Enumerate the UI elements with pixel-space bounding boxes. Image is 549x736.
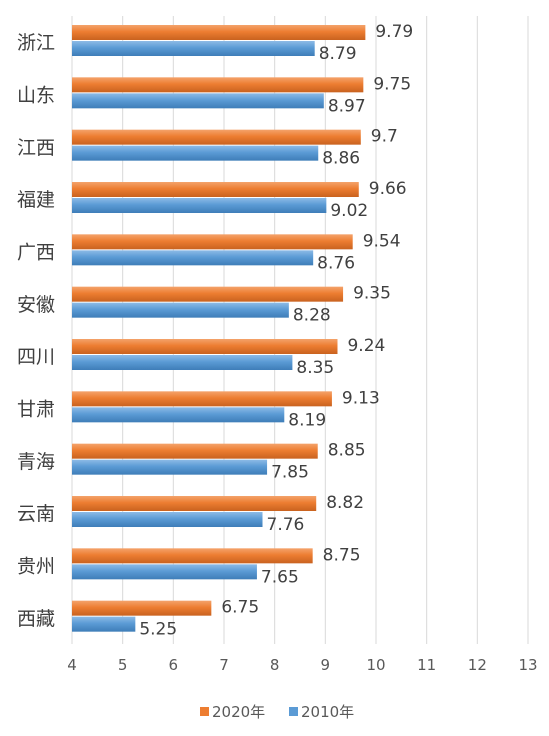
data-label: 7.65: [261, 567, 299, 587]
data-label: 9.7: [371, 127, 398, 147]
data-label: 8.19: [288, 410, 326, 430]
category-label: 四川: [17, 346, 55, 368]
data-label: 8.97: [328, 96, 366, 116]
data-label: 7.85: [271, 463, 309, 483]
x-tick-label: 7: [219, 656, 229, 674]
category-label: 广西: [17, 242, 55, 264]
bar-2020: [72, 548, 313, 564]
category-label: 福建: [17, 189, 55, 211]
category-label: 西藏: [17, 608, 55, 630]
data-label: 8.82: [326, 493, 364, 513]
data-label: 5.25: [139, 620, 177, 640]
legend-swatch: [200, 707, 209, 716]
category-label: 浙江: [17, 32, 55, 54]
bar-2020: [72, 286, 344, 302]
x-tick-label: 13: [518, 656, 537, 674]
data-label: 8.28: [293, 306, 331, 326]
legend-label: 2010年: [301, 703, 354, 721]
x-tick-label: 9: [321, 656, 331, 674]
data-label: 9.66: [369, 179, 407, 199]
data-label: 9.13: [342, 388, 380, 408]
bar-2010: [72, 41, 315, 56]
category-label: 贵州: [17, 556, 55, 578]
legend-label: 2020年: [212, 703, 265, 721]
data-label: 9.35: [353, 284, 391, 304]
bar-2010: [72, 198, 327, 213]
legend: 2020年 2010年: [200, 703, 354, 721]
data-label: 6.75: [221, 598, 259, 618]
bar-2010: [72, 564, 257, 580]
bar-2020: [72, 234, 353, 250]
bar-2010: [72, 459, 268, 475]
bar-2010: [72, 616, 136, 632]
gridlines: [71, 16, 529, 644]
data-labels: 9.79 8.79 9.75 8.979.7 8.86 9.669.02 9.54 8.76 9…: [139, 22, 413, 640]
bar-2020: [72, 77, 364, 93]
bar-2010: [72, 407, 285, 423]
bar-2020: [72, 129, 361, 145]
data-label: 7.76: [267, 515, 305, 535]
bar-2010: [72, 355, 293, 370]
category-label: 青海: [17, 451, 55, 473]
x-tick-label: 8: [270, 656, 280, 674]
bar-2020: [72, 391, 332, 407]
data-label: 9.79: [375, 22, 413, 42]
bar-2010: [72, 302, 289, 318]
data-label: 8.85: [328, 441, 366, 461]
bar-2020: [72, 600, 212, 616]
bar-2020: [72, 25, 366, 40]
bar-2010: [72, 512, 263, 527]
bars: [72, 25, 366, 632]
legend-swatch: [289, 707, 298, 716]
x-tick-label: 12: [468, 656, 487, 674]
x-tick-label: 5: [118, 656, 128, 674]
data-label: 9.54: [363, 231, 401, 251]
category-label: 安徽: [17, 294, 55, 316]
data-label: 8.75: [323, 545, 361, 565]
bar-2010: [72, 250, 314, 266]
category-label: 江西: [17, 137, 55, 159]
data-label: 9.24: [347, 336, 385, 356]
x-tick-label: 4: [67, 656, 77, 674]
bar-2020: [72, 443, 318, 459]
category-label: 云南: [17, 503, 55, 525]
bar-2020: [72, 496, 317, 511]
data-label: 8.79: [319, 44, 357, 64]
x-tick-label: 10: [366, 656, 385, 674]
data-label: 8.86: [322, 149, 360, 169]
data-label: 8.35: [296, 358, 334, 378]
x-tick-label: 6: [169, 656, 179, 674]
bar-2010: [72, 145, 319, 161]
x-tick-label: 11: [417, 656, 436, 674]
category-label: 山东: [17, 85, 55, 107]
bar-2010: [72, 93, 324, 109]
category-label: 甘肃: [17, 399, 55, 421]
bar-2020: [72, 182, 359, 197]
data-label: 9.75: [373, 74, 411, 94]
data-label: 8.76: [317, 253, 355, 273]
bar-2020: [72, 339, 338, 354]
data-label: 9.02: [330, 201, 368, 221]
x-tick-labels: 4 5 6 7 8 9 10 11 12 13: [67, 656, 537, 674]
